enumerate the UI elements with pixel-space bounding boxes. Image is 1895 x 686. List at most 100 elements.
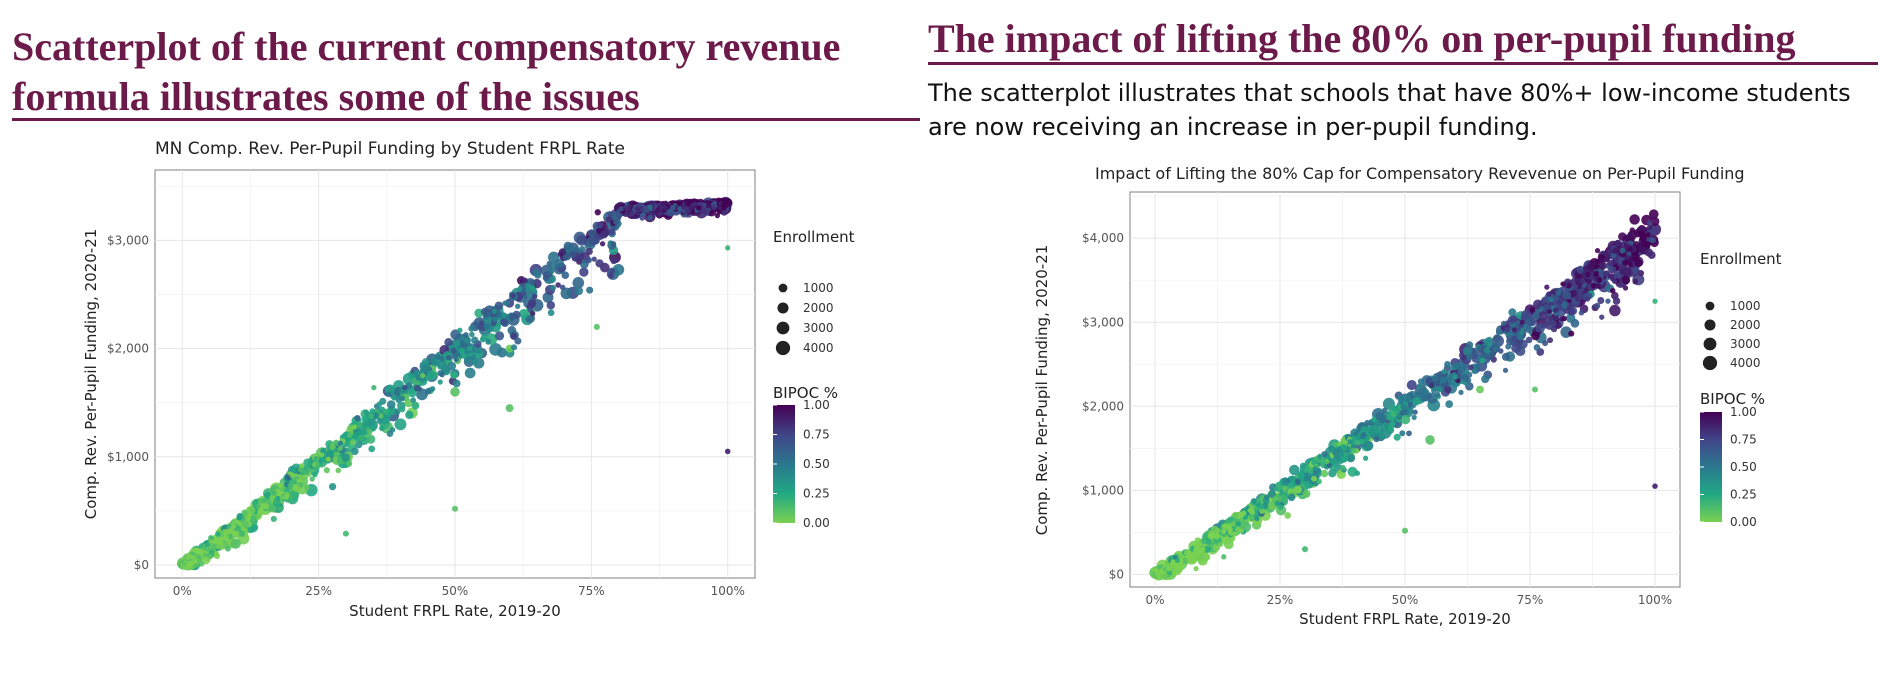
data-point — [236, 515, 242, 521]
size-legend-dot — [775, 340, 791, 356]
data-point — [223, 535, 229, 541]
y-tick-label: $2,000 — [1082, 399, 1124, 413]
data-point — [607, 211, 613, 217]
data-point — [1154, 569, 1160, 575]
data-point — [333, 451, 339, 457]
data-point — [500, 318, 508, 325]
data-point — [1205, 537, 1213, 546]
data-point — [1577, 291, 1584, 297]
data-point — [1333, 452, 1340, 459]
data-point — [1531, 331, 1540, 341]
data-point — [1505, 343, 1512, 350]
data-point — [410, 397, 417, 403]
size-legend-dot — [1705, 301, 1715, 311]
data-point — [1465, 353, 1473, 361]
size-legend-dot — [1703, 337, 1717, 351]
data-point — [320, 447, 326, 454]
data-point — [603, 230, 610, 237]
gridlines — [1130, 192, 1680, 587]
data-point — [1634, 258, 1643, 268]
data-point — [1640, 232, 1647, 239]
data-point — [1268, 490, 1277, 499]
data-point — [576, 259, 582, 265]
data-point — [447, 361, 457, 371]
data-point — [394, 418, 407, 431]
color-legend-label: 0.75 — [1730, 433, 1757, 447]
data-point — [561, 271, 570, 280]
data-point — [609, 268, 615, 274]
data-point — [1445, 400, 1454, 408]
left-heading-line-2: formula illustrates some of the issues — [12, 74, 640, 119]
data-point — [1387, 426, 1394, 432]
data-point — [643, 205, 649, 211]
data-point — [1476, 385, 1484, 394]
data-point — [250, 524, 257, 531]
data-point — [1493, 334, 1501, 342]
data-point — [210, 543, 217, 550]
color-legend-label: 0.50 — [803, 457, 830, 471]
data-point — [263, 503, 269, 510]
data-point — [376, 401, 383, 407]
data-point — [444, 338, 453, 347]
data-point — [1609, 304, 1621, 317]
data-point — [346, 460, 353, 467]
data-point — [303, 458, 313, 468]
data-point — [628, 203, 634, 209]
data-point — [1627, 261, 1633, 268]
data-point — [1431, 388, 1437, 394]
data-point — [1302, 489, 1311, 498]
data-point — [363, 409, 369, 415]
data-point — [724, 448, 731, 455]
x-tick-label: 100% — [1638, 593, 1672, 607]
data-point — [1512, 335, 1518, 342]
data-point — [1605, 298, 1611, 304]
data-point — [362, 430, 368, 436]
data-point — [1632, 278, 1639, 285]
data-point — [1604, 256, 1610, 263]
data-point — [1400, 404, 1406, 410]
color-legend-label: 0.00 — [803, 516, 830, 530]
data-point — [1328, 469, 1337, 478]
data-points — [1149, 209, 1662, 581]
data-point — [1404, 397, 1410, 403]
data-point — [587, 229, 596, 238]
data-point — [470, 354, 477, 361]
data-point — [208, 535, 214, 541]
data-point — [367, 421, 373, 428]
data-point — [369, 408, 376, 414]
data-point — [560, 287, 573, 300]
data-point — [1519, 329, 1525, 335]
data-point — [1609, 287, 1616, 294]
data-point — [1259, 508, 1265, 514]
data-point — [529, 279, 536, 286]
size-legend: Enrollment 1000 2000 3000 4000 — [773, 228, 855, 356]
data-point — [329, 444, 336, 451]
data-point — [1444, 386, 1452, 394]
data-point — [1594, 247, 1601, 254]
size-legend-dot — [1704, 319, 1716, 331]
data-point — [1282, 485, 1288, 491]
size-legend-title: Enrollment — [1700, 250, 1782, 268]
data-point — [1461, 363, 1467, 369]
data-point — [1340, 464, 1346, 471]
data-point — [1431, 375, 1438, 382]
data-point — [1549, 319, 1557, 327]
data-point — [1550, 326, 1558, 333]
data-point — [1650, 237, 1656, 244]
data-point — [585, 247, 593, 256]
data-point — [1354, 439, 1361, 446]
data-point — [550, 284, 557, 291]
data-point — [1524, 325, 1532, 333]
data-point — [647, 214, 653, 221]
data-point — [1529, 317, 1535, 324]
data-point — [1425, 435, 1435, 445]
data-point — [309, 476, 315, 482]
data-point — [1426, 393, 1432, 400]
data-point — [585, 256, 592, 264]
data-point — [241, 509, 248, 516]
data-point — [1351, 448, 1357, 454]
data-point — [592, 237, 600, 245]
data-point — [336, 457, 343, 464]
x-tick-label: 0% — [1145, 593, 1164, 607]
data-point — [280, 494, 286, 501]
